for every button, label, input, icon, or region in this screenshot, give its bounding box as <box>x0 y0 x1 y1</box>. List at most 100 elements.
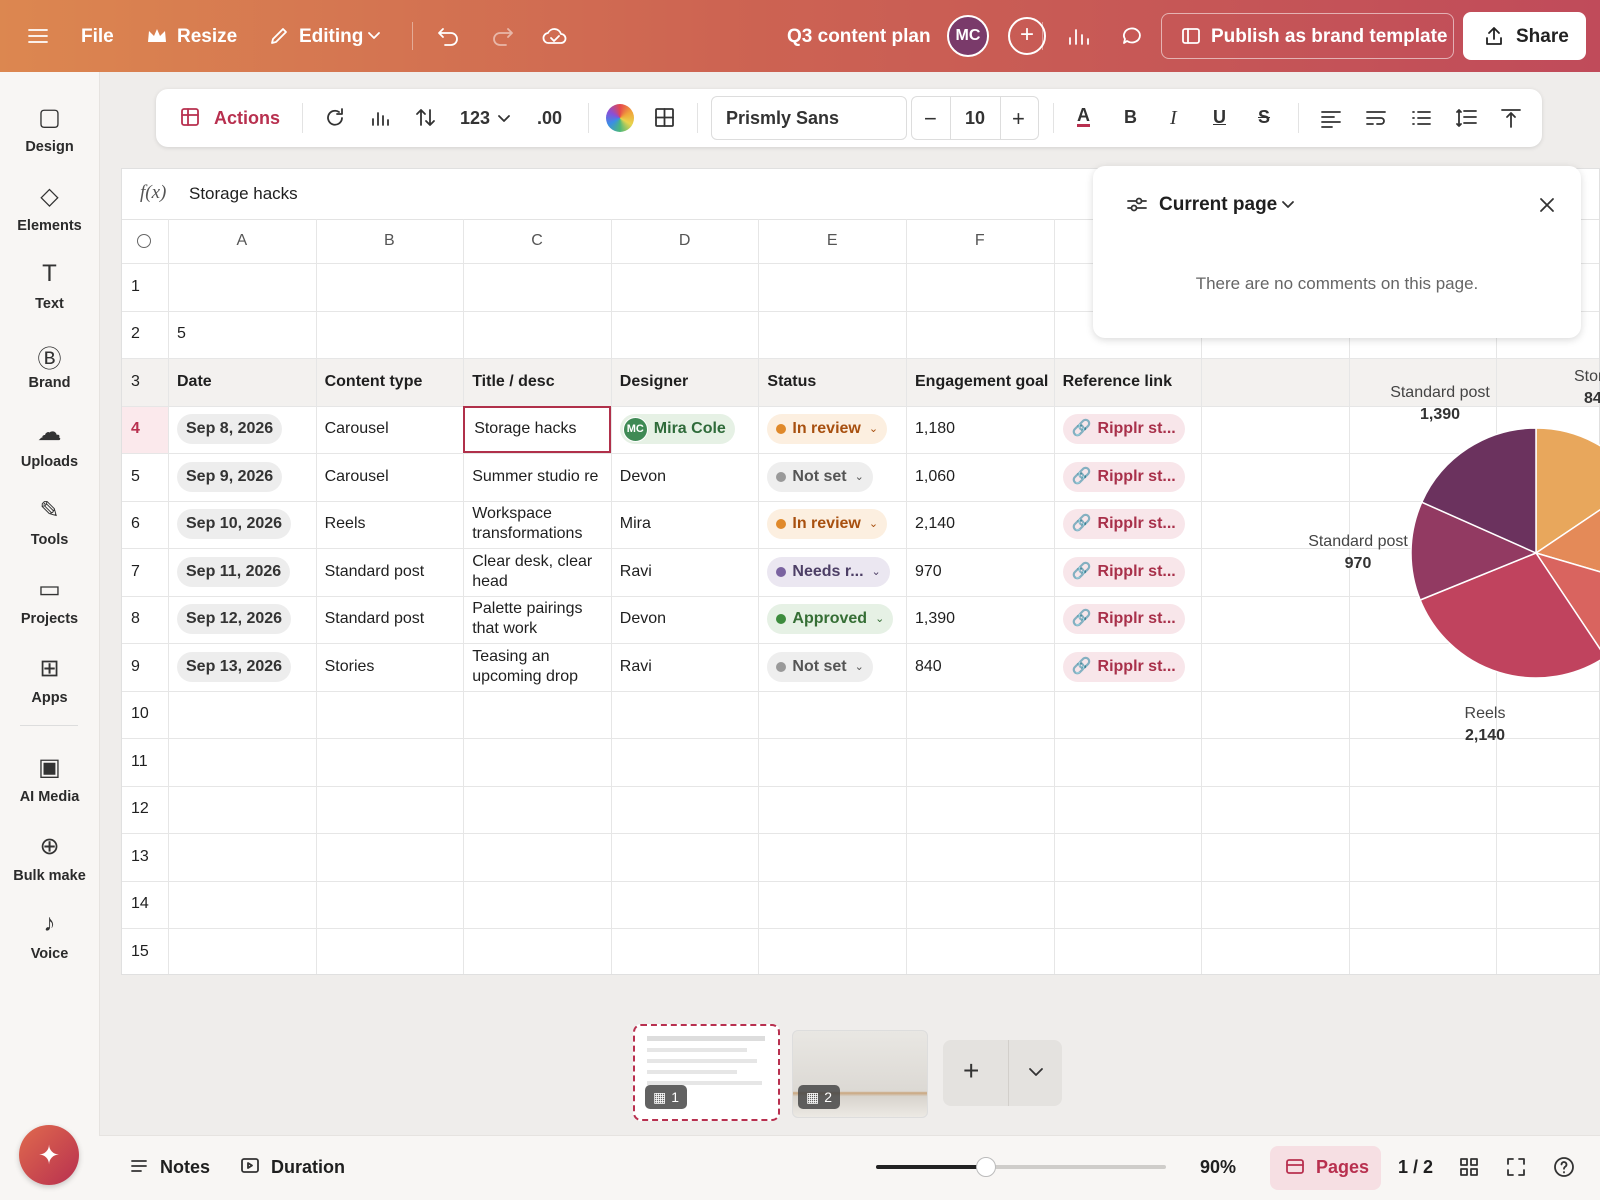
sort-icon[interactable] <box>415 107 437 129</box>
chart-icon[interactable] <box>370 107 392 129</box>
sidebar-label[interactable]: Uploads <box>20 454 79 470</box>
spacing-icon[interactable] <box>1455 107 1477 129</box>
link-cell[interactable]: 🔗 Ripplr st... <box>1054 453 1202 501</box>
status-chip[interactable]: In review ⌄ <box>767 509 888 540</box>
date-chip[interactable]: Sep 10, 2026 <box>177 509 292 540</box>
sidebar-icon[interactable]: T <box>42 260 57 287</box>
align-icon[interactable] <box>1320 107 1342 129</box>
type-cell[interactable]: Carousel <box>324 467 389 485</box>
link-cell[interactable]: 🔗 Ripplr st... <box>1054 643 1202 691</box>
help[interactable] <box>1553 1156 1575 1178</box>
cloud-icon[interactable] <box>542 25 568 47</box>
link-chip[interactable]: 🔗 Ripplr st... <box>1062 414 1185 445</box>
status-chip[interactable]: Not set ⌄ <box>767 651 873 682</box>
pages-button[interactable] <box>1270 1146 1381 1190</box>
link-chip[interactable]: 🔗 Ripplr st... <box>1062 651 1185 682</box>
designer-cell[interactable]: Mira <box>619 515 651 533</box>
link-cell[interactable]: 🔗 Ripplr st... <box>1054 406 1202 454</box>
column-header[interactable]: E <box>826 232 838 249</box>
italic[interactable]: I <box>1170 107 1177 129</box>
date-chip[interactable]: Sep 13, 2026 <box>177 651 292 682</box>
resize-button[interactable]: Resize <box>177 26 238 47</box>
undo-icon[interactable] <box>437 25 461 47</box>
header-cell[interactable]: Designer <box>619 372 689 390</box>
select-all[interactable] <box>137 234 151 248</box>
type-cell[interactable]: Carousel <box>324 420 389 438</box>
column-header[interactable]: A <box>236 232 248 249</box>
designer-cell[interactable]: Ravi <box>619 657 652 675</box>
link-cell[interactable]: 🔗 Ripplr st... <box>1054 596 1202 644</box>
file-menu[interactable]: File <box>81 26 114 47</box>
link-chip[interactable]: 🔗 Ripplr st... <box>1062 461 1185 492</box>
type-cell[interactable]: Standard post <box>324 610 425 628</box>
date-chip[interactable]: Sep 9, 2026 <box>177 461 283 492</box>
increase-size[interactable]: + <box>1012 106 1025 131</box>
goal-cell[interactable]: 840 <box>915 657 942 675</box>
publish-button[interactable] <box>1161 13 1454 59</box>
wrap-icon[interactable] <box>1365 107 1387 129</box>
sidebar-label[interactable]: Elements <box>17 218 82 234</box>
link-cell[interactable]: 🔗 Ripplr st... <box>1054 501 1202 549</box>
status-cell[interactable]: Not set ⌄ <box>758 453 906 501</box>
title-cell[interactable]: Workspace transformations <box>472 505 583 543</box>
sidebar-label[interactable]: Projects <box>20 611 79 627</box>
avatar[interactable]: MC <box>947 15 989 57</box>
column-header[interactable]: C <box>531 232 543 249</box>
date-cell[interactable]: Sep 9, 2026 <box>168 453 316 501</box>
number-format[interactable]: 123 <box>460 108 491 128</box>
status-cell[interactable]: Approved ⌄ <box>758 596 906 644</box>
status-chip[interactable]: Not set ⌄ <box>767 461 873 492</box>
goal-cell[interactable]: 2,140 <box>915 515 956 533</box>
designer-cell[interactable]: Devon <box>619 467 667 485</box>
sidebar-label[interactable]: Bulk make <box>13 868 86 884</box>
column-header[interactable]: D <box>678 232 691 249</box>
column-header[interactable]: B <box>384 232 395 249</box>
duration-button[interactable]: Duration <box>271 1157 345 1177</box>
link-chip[interactable]: 🔗 Ripplr st... <box>1062 556 1185 587</box>
sidebar-icon[interactable]: Ⓑ <box>37 346 62 373</box>
sidebar-icon[interactable]: ▣ <box>38 754 61 781</box>
sidebar-icon[interactable]: ♪ <box>43 910 56 937</box>
goal-cell[interactable]: 970 <box>915 562 942 580</box>
sidebar-icon[interactable]: ▢ <box>38 104 61 131</box>
comment-icon[interactable] <box>1119 25 1143 47</box>
date-cell[interactable]: Sep 11, 2026 <box>168 548 316 596</box>
close-icon[interactable] <box>1538 196 1556 214</box>
decrease-size[interactable]: − <box>924 106 937 131</box>
border-icon[interactable] <box>654 107 676 129</box>
status-chip[interactable]: In review ⌄ <box>767 414 888 445</box>
type-cell[interactable]: Stories <box>324 657 375 675</box>
refresh-icon[interactable] <box>325 107 347 129</box>
sidebar-icon[interactable]: ☁ <box>37 419 62 446</box>
font-size[interactable]: 10 <box>964 108 986 128</box>
document-title[interactable]: Q3 content plan <box>787 26 931 47</box>
goal-cell[interactable]: 1,390 <box>915 610 956 628</box>
date-cell[interactable]: Sep 13, 2026 <box>168 643 316 691</box>
share-button[interactable] <box>1463 12 1586 60</box>
formula-content[interactable]: Storage hacks <box>189 184 298 203</box>
zoom-knob[interactable] <box>976 1157 996 1177</box>
sidebar-icon[interactable]: ⊞ <box>39 655 60 682</box>
header-cell[interactable]: Engagement goal <box>915 372 1049 390</box>
fullscreen[interactable] <box>1506 1157 1526 1177</box>
list-icon[interactable] <box>1410 107 1432 129</box>
date-chip[interactable]: Sep 8, 2026 <box>177 414 283 445</box>
goal-cell[interactable]: 1,060 <box>915 467 956 485</box>
sidebar-label[interactable]: Text <box>35 296 64 312</box>
link-cell[interactable]: 🔗 Ripplr st... <box>1054 548 1202 596</box>
date-chip[interactable]: Sep 11, 2026 <box>177 556 291 587</box>
title-cell[interactable]: Teasing an upcoming drop <box>472 647 579 685</box>
header-cell[interactable]: Status <box>767 372 817 390</box>
text-color[interactable]: A <box>1077 105 1090 127</box>
title-cell[interactable]: Summer studio re <box>472 467 599 485</box>
title-cell[interactable]: Clear desk, clear head <box>472 552 593 590</box>
header-cell[interactable]: Reference link <box>1062 372 1172 390</box>
designer-cell[interactable]: Ravi <box>619 562 652 580</box>
sidebar-label[interactable]: Design <box>25 139 74 155</box>
date-cell[interactable]: Sep 10, 2026 <box>168 501 316 549</box>
color-picker[interactable] <box>606 104 634 132</box>
status-cell[interactable]: In review ⌄ <box>758 501 906 549</box>
bold[interactable]: B <box>1124 107 1137 127</box>
add-collaborator[interactable]: + <box>1008 17 1046 55</box>
designer-cell[interactable]: MC Mira Cole <box>611 406 759 454</box>
